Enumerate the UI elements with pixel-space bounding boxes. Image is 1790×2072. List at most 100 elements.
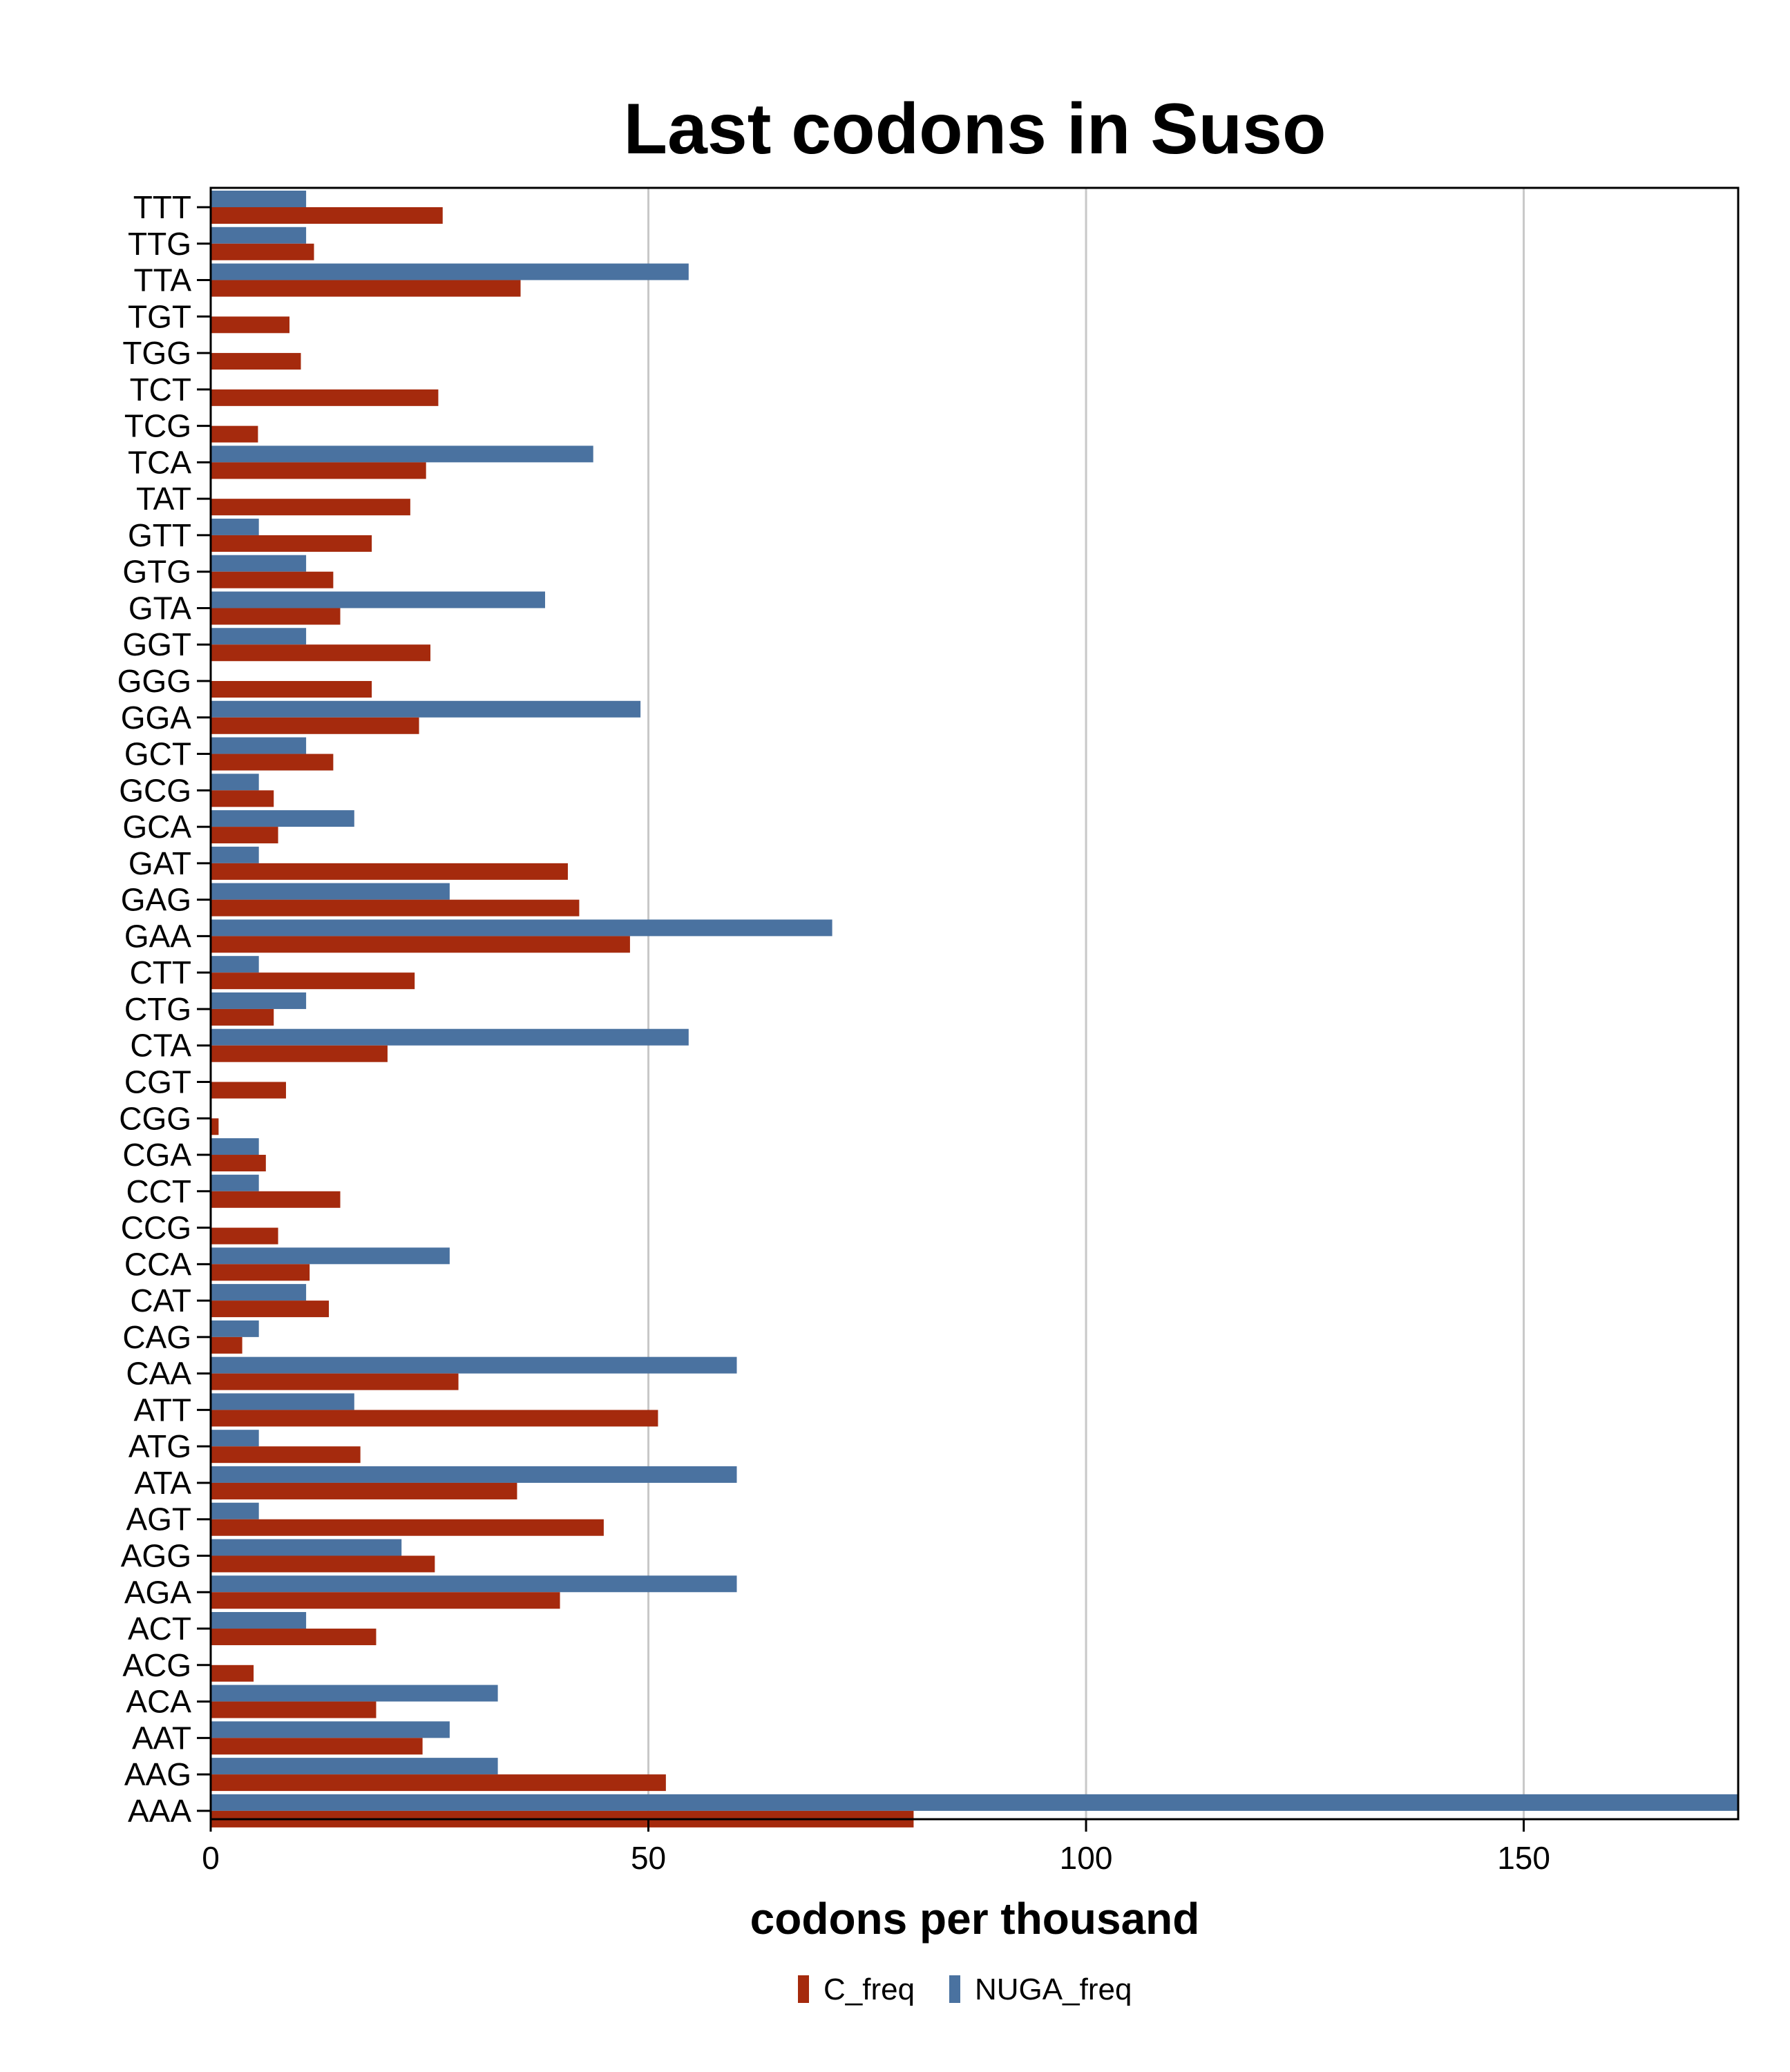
- y-tick-label-tgt: TGT: [128, 298, 191, 334]
- y-tick-label-ctt: CTT: [130, 955, 191, 990]
- bar-c-freq-cgt: [211, 1082, 286, 1098]
- y-tick-label-atg: ATG: [128, 1428, 191, 1464]
- bar-nuga-freq-ctt: [211, 956, 259, 972]
- bar-c-freq-cag: [211, 1337, 242, 1354]
- bar-nuga-freq-tta: [211, 264, 689, 280]
- y-tick-label-gtt: GTT: [128, 517, 191, 553]
- bar-nuga-freq-agt: [211, 1503, 259, 1519]
- y-tick-label-ctg: CTG: [124, 991, 191, 1027]
- y-tick-label-gca: GCA: [122, 809, 191, 845]
- bar-c-freq-gag: [211, 900, 579, 917]
- bar-c-freq-act: [211, 1629, 376, 1645]
- bar-nuga-freq-gat: [211, 847, 259, 863]
- y-tick-label-cca: CCA: [124, 1246, 191, 1282]
- bar-c-freq-gaa: [211, 936, 630, 952]
- bar-nuga-freq-aag: [211, 1758, 498, 1774]
- bar-c-freq-gtt: [211, 535, 372, 552]
- y-tick-label-tct: TCT: [130, 372, 191, 407]
- bar-c-freq-atg: [211, 1446, 361, 1463]
- y-tick-label-gtg: GTG: [122, 554, 191, 590]
- bar-nuga-freq-gga: [211, 701, 640, 718]
- bar-c-freq-tat: [211, 499, 410, 515]
- bar-c-freq-tca: [211, 462, 426, 479]
- bar-nuga-freq-gag: [211, 883, 450, 900]
- bar-c-freq-tgt: [211, 316, 289, 333]
- y-tick-label-cag: CAG: [122, 1319, 191, 1355]
- bar-nuga-freq-agg: [211, 1539, 401, 1555]
- y-tick-label-act: ACT: [128, 1611, 191, 1647]
- bar-nuga-freq-ttt: [211, 191, 306, 207]
- bar-c-freq-aga: [211, 1592, 560, 1609]
- y-tick-label-aat: AAT: [132, 1720, 191, 1756]
- bar-nuga-freq-att: [211, 1393, 354, 1410]
- bar-nuga-freq-gta: [211, 591, 545, 608]
- y-tick-label-tat: TAT: [136, 481, 191, 517]
- y-tick-label-gaa: GAA: [124, 918, 191, 954]
- bar-nuga-freq-gaa: [211, 919, 832, 936]
- bar-c-freq-ctg: [211, 1009, 274, 1026]
- legend-swatch-c-freq: [798, 1975, 809, 2003]
- bar-nuga-freq-gct: [211, 738, 306, 754]
- bar-c-freq-ggt: [211, 644, 430, 661]
- bar-nuga-freq-ttg: [211, 227, 306, 244]
- bar-nuga-freq-gcg: [211, 774, 259, 790]
- bar-nuga-freq-atg: [211, 1430, 259, 1446]
- bar-c-freq-tta: [211, 280, 521, 297]
- y-tick-label-ttt: TTT: [133, 189, 191, 225]
- bar-nuga-freq-gca: [211, 810, 354, 827]
- bar-c-freq-agt: [211, 1519, 604, 1536]
- bar-c-freq-ttg: [211, 244, 314, 260]
- bar-nuga-freq-gtt: [211, 519, 259, 535]
- legend-swatch-nuga-freq: [949, 1975, 960, 2003]
- bar-nuga-freq-cga: [211, 1138, 259, 1155]
- bar-nuga-freq-tca: [211, 445, 593, 462]
- bar-c-freq-tct: [211, 390, 438, 406]
- bar-c-freq-gga: [211, 718, 419, 734]
- y-tick-label-aag: AAG: [124, 1756, 191, 1792]
- y-tick-label-tca: TCA: [128, 444, 191, 480]
- y-tick-label-acg: ACG: [122, 1647, 191, 1683]
- bar-nuga-freq-aca: [211, 1685, 498, 1702]
- y-tick-label-att: ATT: [134, 1392, 191, 1428]
- bar-c-freq-ata: [211, 1483, 517, 1499]
- y-tick-label-gct: GCT: [124, 736, 191, 772]
- bar-c-freq-agg: [211, 1555, 435, 1572]
- bar-c-freq-ggg: [211, 681, 372, 698]
- y-tick-label-aaa: AAA: [128, 1793, 191, 1829]
- bar-c-freq-gcg: [211, 790, 274, 807]
- bar-nuga-freq-caa: [211, 1357, 736, 1374]
- y-tick-label-tgg: TGG: [122, 335, 191, 371]
- bar-c-freq-aat: [211, 1738, 423, 1754]
- bar-c-freq-cga: [211, 1155, 266, 1171]
- bar-c-freq-att: [211, 1410, 658, 1426]
- bar-c-freq-caa: [211, 1374, 459, 1390]
- bar-c-freq-ctt: [211, 972, 415, 989]
- bar-c-freq-gca: [211, 827, 278, 843]
- bar-nuga-freq-cta: [211, 1029, 689, 1046]
- bar-c-freq-gct: [211, 754, 333, 771]
- bar-c-freq-cct: [211, 1191, 341, 1208]
- bar-nuga-freq-aaa: [211, 1794, 1738, 1811]
- bar-c-freq-aca: [211, 1702, 376, 1718]
- y-tick-label-gat: GAT: [128, 845, 191, 881]
- bar-nuga-freq-act: [211, 1612, 306, 1629]
- bar-c-freq-tcg: [211, 426, 258, 443]
- chart-title: Last codons in Suso: [624, 89, 1326, 169]
- x-axis-label: codons per thousand: [750, 1894, 1200, 1944]
- bar-nuga-freq-ggt: [211, 628, 306, 644]
- y-tick-label-cgt: CGT: [124, 1064, 191, 1100]
- bar-c-freq-tgg: [211, 353, 301, 370]
- y-tick-label-agg: AGG: [121, 1537, 191, 1573]
- y-tick-label-ggg: GGG: [117, 663, 191, 699]
- y-tick-label-ggt: GGT: [122, 626, 191, 662]
- bar-c-freq-ccg: [211, 1228, 278, 1245]
- y-tick-label-cgg: CGG: [119, 1100, 191, 1136]
- y-tick-label-aca: ACA: [126, 1684, 191, 1720]
- bar-nuga-freq-gtg: [211, 555, 306, 572]
- x-tick-label-150: 150: [1497, 1840, 1550, 1876]
- bar-nuga-freq-ata: [211, 1466, 736, 1483]
- bar-c-freq-acg: [211, 1665, 254, 1682]
- bar-c-freq-gat: [211, 863, 568, 880]
- y-tick-label-cta: CTA: [130, 1028, 191, 1064]
- y-tick-label-ata: ATA: [134, 1465, 191, 1501]
